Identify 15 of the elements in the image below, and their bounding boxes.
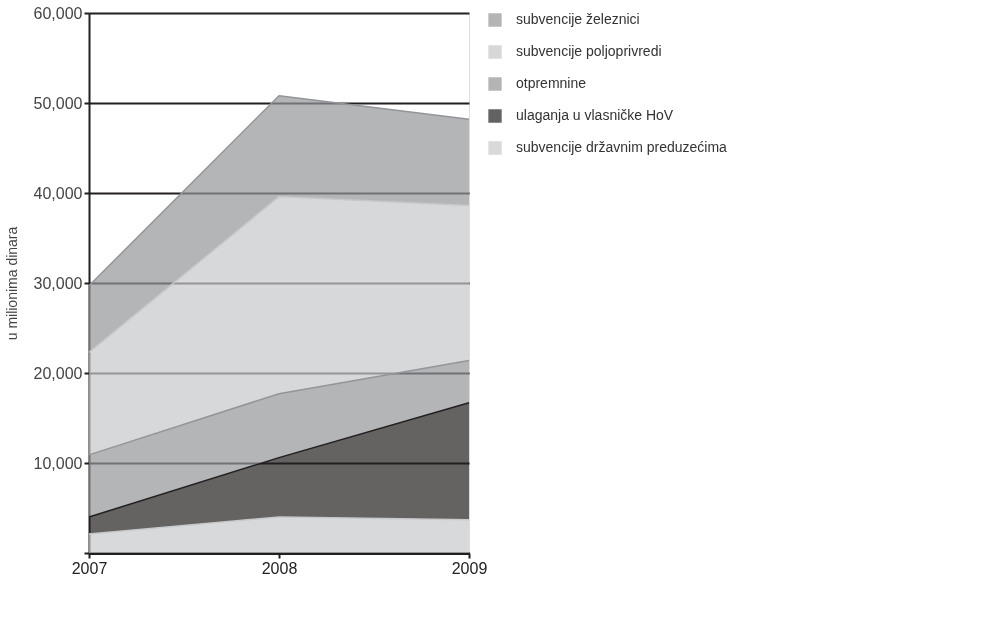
y-tick-label: 40,000 (33, 184, 83, 202)
legend-label: ulaganja u vlasničke HoV (516, 107, 674, 123)
legend-label: subvencije državnim preduzećima (516, 139, 728, 155)
y-tick-label: 60,000 (33, 4, 83, 22)
x-tick-label: 2008 (261, 559, 298, 577)
x-tick-label: 2009 (451, 559, 488, 577)
legend-label: otpremnine (516, 75, 587, 91)
y-tick-label: 20,000 (33, 364, 83, 382)
y-tick-label: 10,000 (33, 454, 83, 472)
legend-label: subvencije železnici (516, 11, 640, 27)
y-tick-label: 30,000 (33, 274, 83, 292)
y-tick-label: 50,000 (33, 94, 83, 112)
legend-label: subvencije poljoprivredi (516, 43, 662, 59)
y-axis-title: u milionima dinara (3, 226, 20, 341)
x-tick-label: 2007 (71, 559, 108, 577)
